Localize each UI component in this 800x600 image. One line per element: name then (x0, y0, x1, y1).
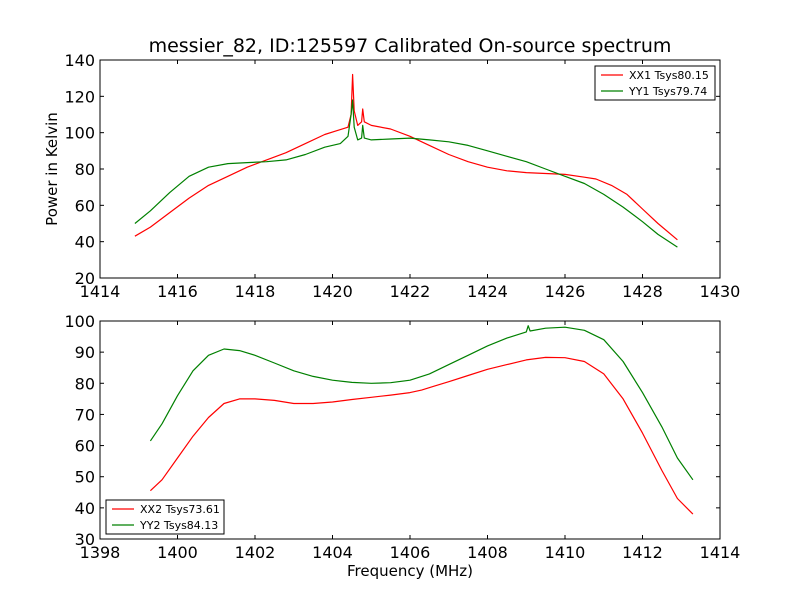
x-tick-label: 1424 (467, 282, 508, 301)
y-tick-label: 70 (75, 405, 95, 424)
legend-entry: YY2 Tsys84.13 (139, 519, 218, 532)
x-tick-label: 1398 (80, 543, 121, 562)
x-tick-label: 1428 (622, 282, 663, 301)
x-tick-label: 1408 (467, 543, 508, 562)
legend-box (105, 499, 225, 535)
top-panel: 1414 1416 1418 1420 1422 1424 1426 1428 1430 20 40… (43, 51, 740, 301)
x-tick-label: 1422 (390, 282, 431, 301)
x-tick-label: 1426 (545, 282, 586, 301)
y-axis-label: Power in Kelvin (43, 112, 61, 226)
legend: XX1 Tsys80.15 YY1 Tsys79.74 (594, 65, 716, 101)
series-line-1-2 (134, 99, 678, 248)
x-tick-label: 1418 (235, 282, 276, 301)
y-tick-label: 80 (75, 160, 95, 179)
y-tick-label: 50 (75, 468, 95, 487)
y-tick-label: 100 (64, 312, 95, 331)
y-tick-label: 40 (75, 233, 95, 252)
x-tick-label: 1420 (312, 282, 353, 301)
x-tick-label: 1400 (157, 543, 198, 562)
x-tick-label: 1410 (545, 543, 586, 562)
x-axis-label: Frequency (MHz) (347, 562, 473, 580)
x-tick-label: 1402 (235, 543, 276, 562)
y-tick-label: 40 (75, 499, 95, 518)
legend-entry: XX1 Tsys80.15 (629, 69, 709, 82)
y-tick-label: 80 (75, 374, 95, 393)
x-tick-label: 1406 (390, 543, 431, 562)
legend-box (594, 65, 716, 101)
x-tick-label: 1404 (312, 543, 353, 562)
chart-title: messier_82, ID:125597 Calibrated On-sour… (149, 35, 672, 57)
legend: XX2 Tsys73.61 YY2 Tsys84.13 (105, 499, 225, 535)
y-tick-label: 90 (75, 343, 95, 362)
y-tick-label: 30 (75, 530, 95, 549)
x-tick-label: 1416 (157, 282, 198, 301)
x-tick-label: 1412 (622, 543, 663, 562)
y-tick-label: 120 (64, 87, 95, 106)
x-tick-label: 1414 (80, 282, 121, 301)
x-tick-label: 1430 (700, 282, 741, 301)
y-tick-label: 60 (75, 196, 95, 215)
y-tick-label: 20 (75, 269, 95, 288)
x-tick-label: 1414 (700, 543, 741, 562)
y-tick-label: 100 (64, 124, 95, 143)
series-line-1-1 (134, 73, 678, 241)
y-tick-label: 60 (75, 437, 95, 456)
y-tick-label: 140 (64, 51, 95, 70)
series-line-2-1 (149, 356, 694, 515)
legend-entry: XX2 Tsys73.61 (140, 503, 220, 516)
bottom-panel: 1398 1400 1402 1404 1406 1408 1410 1412 1414 30 40… (64, 312, 740, 580)
legend-entry: YY1 Tsys79.74 (628, 85, 707, 98)
series-line-2-2 (149, 325, 694, 481)
